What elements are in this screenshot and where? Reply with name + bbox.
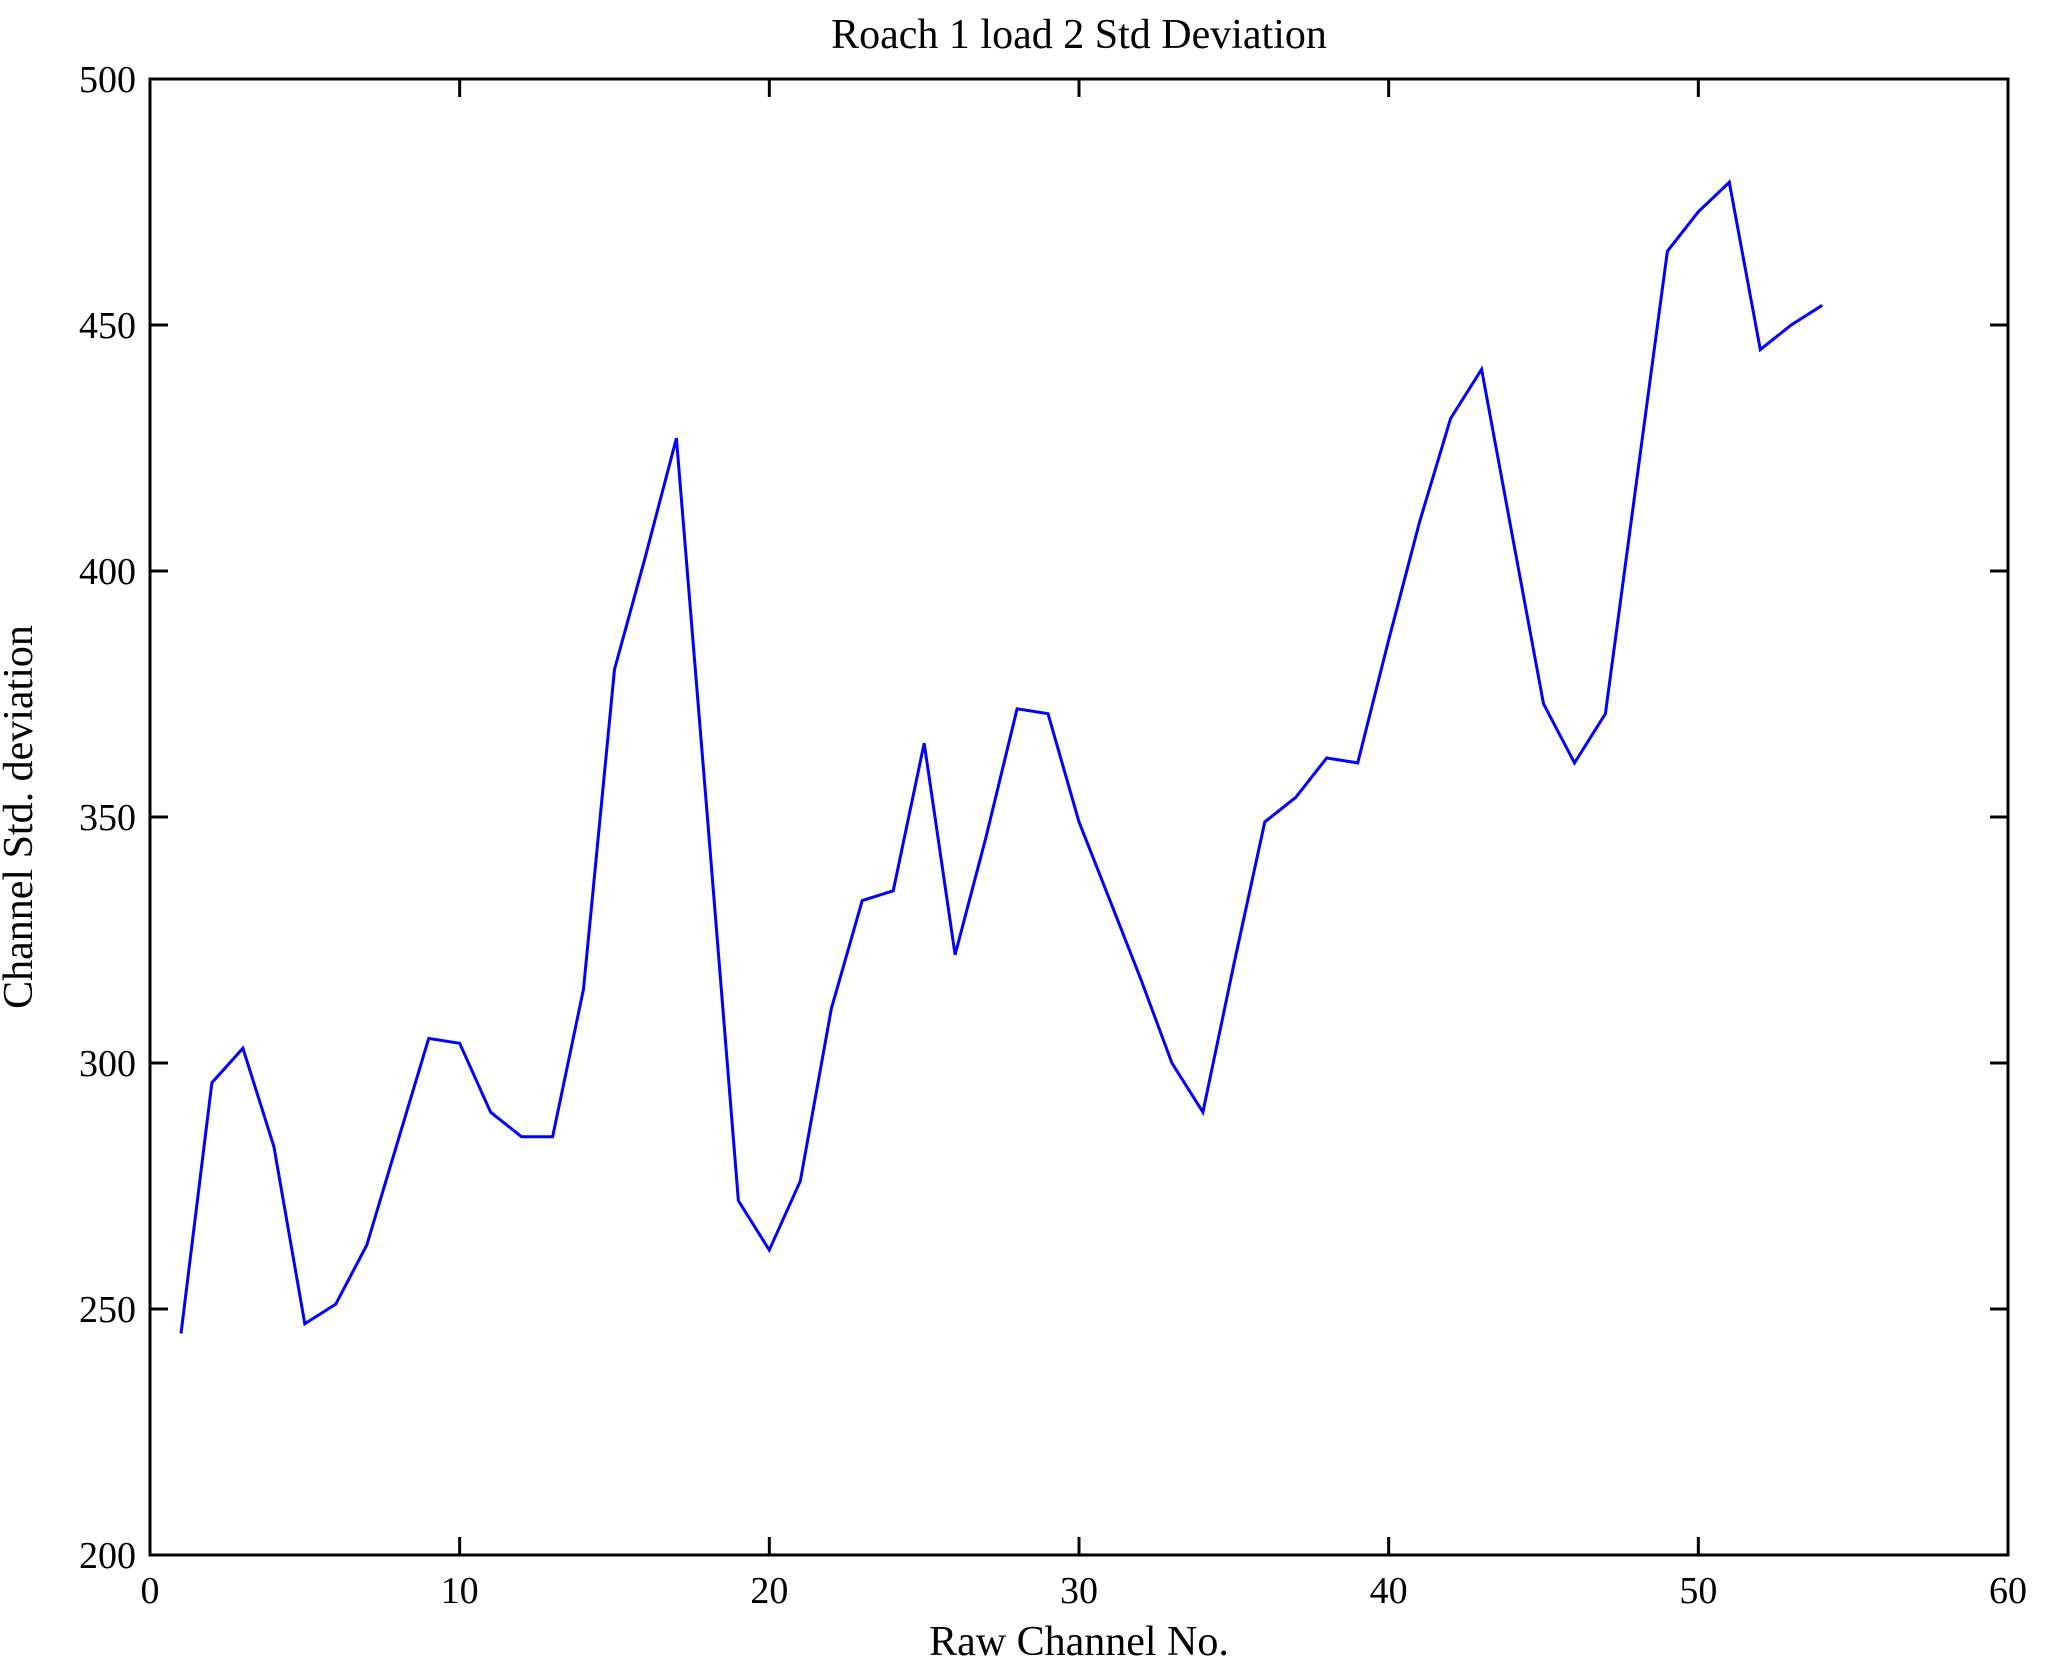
x-tick-label: 0 [141, 1570, 160, 1612]
axes-layer: 0 10 20 30 40 50 60 200 250 300 350 400 450 500 [79, 59, 2027, 1612]
y-tick-label: 500 [79, 59, 136, 101]
chart-title: Roach 1 load 2 Std Deviation [831, 12, 1327, 58]
y-axis-label: Channel Std. deviation [0, 625, 42, 1009]
x-tick-label: 40 [1370, 1570, 1408, 1612]
y-tick-label: 450 [79, 305, 136, 347]
x-tick-label: 10 [441, 1570, 479, 1612]
x-axis-label: Raw Channel No. [929, 1619, 1229, 1665]
y-tick-label: 200 [79, 1535, 136, 1577]
x-tick-label: 60 [1989, 1570, 2027, 1612]
y-tick-label: 250 [79, 1289, 136, 1331]
x-tick-label: 20 [750, 1570, 788, 1612]
y-tick-label: 400 [79, 551, 136, 593]
y-tick-label: 300 [79, 1043, 136, 1085]
x-tick-label: 50 [1679, 1570, 1717, 1612]
data-line-series [179, 179, 1824, 1334]
y-tick-label: 350 [79, 797, 136, 839]
x-tick-label: 30 [1060, 1570, 1098, 1612]
